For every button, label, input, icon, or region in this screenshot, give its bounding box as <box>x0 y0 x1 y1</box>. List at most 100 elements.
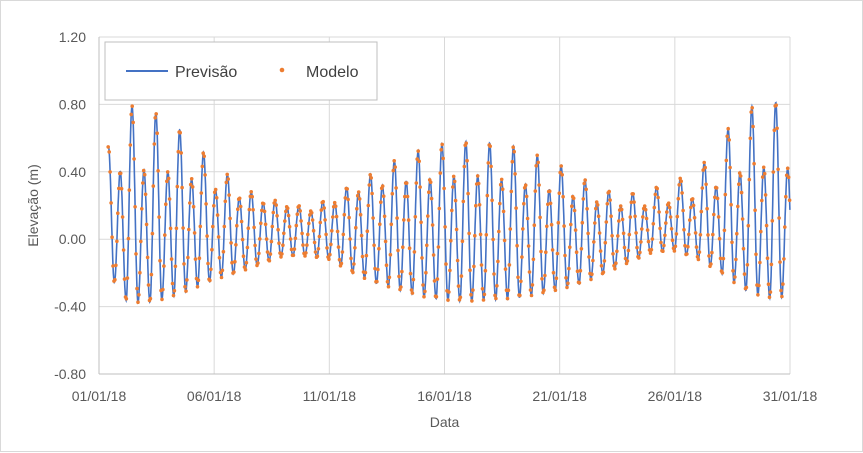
marker-modelo <box>387 275 392 280</box>
marker-modelo <box>426 214 430 218</box>
marker-modelo <box>731 269 735 273</box>
marker-modelo <box>715 196 720 201</box>
marker-modelo <box>733 275 737 279</box>
marker-modelo <box>594 206 598 211</box>
marker-modelo <box>225 172 229 177</box>
marker-modelo <box>485 193 490 198</box>
marker-modelo <box>511 145 515 149</box>
marker-modelo <box>735 231 739 236</box>
marker-modelo <box>768 290 773 294</box>
marker-modelo <box>582 181 586 186</box>
marker-modelo <box>645 228 650 232</box>
marker-modelo <box>607 189 611 194</box>
marker-modelo <box>322 206 327 210</box>
marker-modelo <box>756 293 760 297</box>
marker-modelo <box>134 252 138 256</box>
marker-modelo <box>560 173 564 177</box>
marker-modelo <box>165 179 169 184</box>
marker-modelo <box>135 286 139 291</box>
marker-modelo <box>491 237 495 242</box>
marker-modelo <box>385 279 390 284</box>
marker-modelo <box>430 223 435 227</box>
marker-modelo <box>699 209 704 214</box>
marker-modelo <box>736 204 740 209</box>
marker-modelo <box>381 194 386 198</box>
marker-modelo <box>648 251 653 255</box>
marker-modelo <box>257 251 261 256</box>
marker-modelo <box>717 236 722 241</box>
marker-modelo <box>263 222 268 227</box>
marker-modelo <box>724 158 729 163</box>
marker-modelo <box>332 200 337 205</box>
marker-modelo <box>247 207 252 212</box>
marker-modelo <box>363 270 368 275</box>
marker-modelo <box>436 245 441 249</box>
marker-modelo <box>494 296 498 301</box>
marker-modelo <box>785 166 790 171</box>
marker-modelo <box>249 190 253 194</box>
marker-modelo <box>518 293 522 298</box>
marker-modelo <box>132 157 136 161</box>
marker-modelo <box>391 168 396 173</box>
marker-modelo <box>483 268 488 273</box>
marker-modelo <box>295 212 300 216</box>
marker-modelo <box>195 285 200 289</box>
marker-modelo <box>189 177 194 181</box>
marker-modelo <box>367 183 372 187</box>
marker-modelo <box>565 285 569 290</box>
legend: Previsão Modelo <box>104 41 378 101</box>
marker-modelo <box>618 204 623 208</box>
marker-modelo <box>274 203 279 207</box>
marker-modelo <box>786 175 791 180</box>
marker-modelo <box>425 243 429 248</box>
marker-modelo <box>486 161 491 165</box>
marker-modelo <box>779 288 783 293</box>
marker-modelo <box>527 270 532 274</box>
marker-modelo <box>700 186 705 190</box>
marker-modelo <box>321 199 326 204</box>
marker-modelo <box>401 245 405 249</box>
marker-modelo <box>473 233 477 238</box>
marker-modelo <box>451 174 456 179</box>
marker-modelo <box>422 294 426 299</box>
marker-modelo <box>480 287 485 291</box>
marker-modelo <box>446 298 450 302</box>
marker-modelo <box>206 261 210 266</box>
marker-modelo <box>313 250 318 254</box>
marker-modelo <box>604 220 609 224</box>
marker-modelo <box>173 264 178 269</box>
marker-modelo <box>529 293 534 298</box>
marker-modelo <box>400 269 404 274</box>
marker-modelo <box>766 282 771 287</box>
marker-modelo <box>461 199 466 204</box>
marker-modelo <box>658 226 662 231</box>
marker-modelo <box>782 257 786 261</box>
marker-modelo <box>723 192 728 197</box>
marker-modelo <box>532 223 537 227</box>
marker-modelo <box>611 252 615 256</box>
marker-modelo <box>781 282 785 286</box>
marker-modelo <box>765 256 770 260</box>
marker-modelo <box>605 202 610 206</box>
marker-modelo <box>223 199 228 204</box>
marker-modelo <box>372 243 376 248</box>
marker-modelo <box>161 287 165 292</box>
marker-modelo <box>557 191 562 195</box>
marker-modelo <box>121 248 126 252</box>
marker-modelo <box>174 226 179 231</box>
marker-modelo <box>359 233 364 238</box>
marker-modelo <box>627 232 632 237</box>
marker-modelo <box>575 269 580 274</box>
marker-modelo <box>115 239 119 244</box>
marker-modelo <box>267 258 272 263</box>
marker-modelo <box>305 243 309 247</box>
marker-modelo <box>331 215 335 219</box>
marker-modelo <box>460 239 465 243</box>
marker-modelo <box>454 227 459 232</box>
y-tick-label: 0.00 <box>59 231 86 247</box>
legend-label-previsao: Previsão <box>175 64 237 81</box>
marker-modelo <box>417 159 422 164</box>
marker-modelo <box>279 255 283 259</box>
marker-modelo <box>143 192 148 197</box>
marker-modelo <box>691 203 696 208</box>
